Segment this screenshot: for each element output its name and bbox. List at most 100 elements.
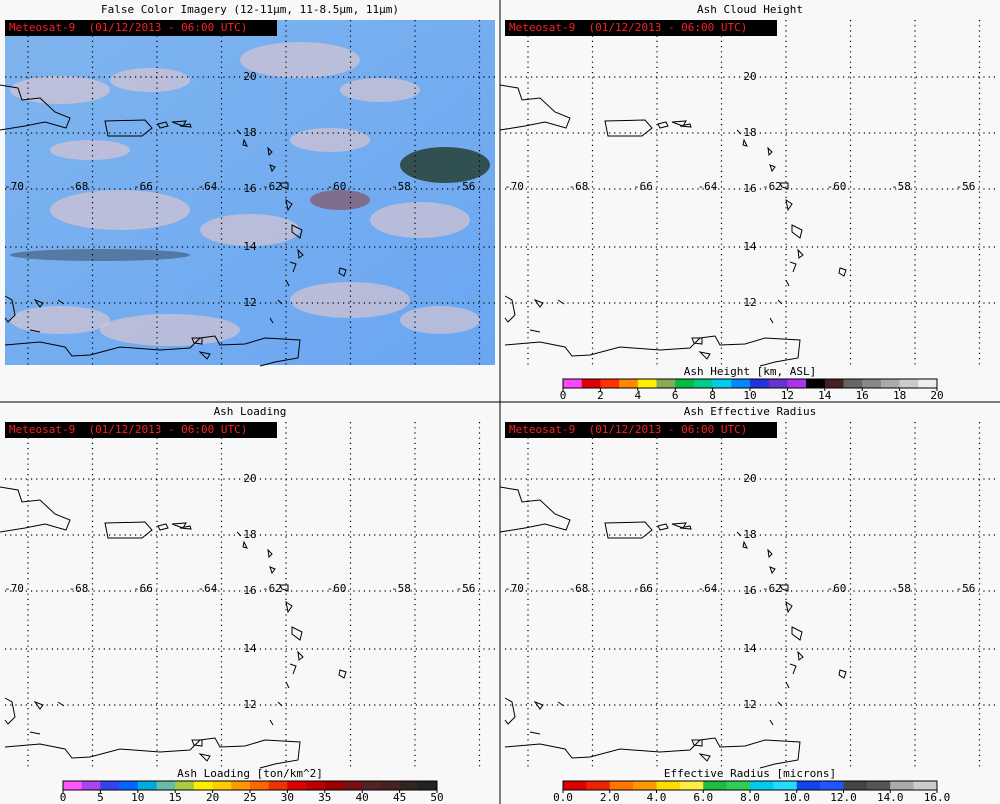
- colorbar-segment: [843, 781, 868, 790]
- colorbar-segment: [679, 781, 704, 790]
- colorbar-segment: [156, 781, 176, 790]
- colorbar-tick-label: 45: [393, 791, 406, 804]
- lon-label: -56: [956, 180, 976, 193]
- lat-label: 12: [243, 698, 256, 711]
- lon-label: -60: [827, 582, 847, 595]
- colorbar-segment: [880, 379, 900, 388]
- colorbar-segment: [193, 781, 213, 790]
- lon-label: -68: [69, 582, 89, 595]
- coastline: [499, 486, 847, 769]
- lat-label: 12: [243, 296, 256, 309]
- cloud: [290, 282, 410, 318]
- colorbar-segment: [656, 781, 681, 790]
- lat-label: 14: [243, 642, 257, 655]
- lat-label: 20: [743, 70, 756, 83]
- lon-label: -60: [327, 582, 347, 595]
- timestamp: Meteosat-9 (01/12/2013 - 06:00 UTC): [9, 423, 247, 436]
- lon-label: -58: [391, 180, 411, 193]
- colorbar-segment: [712, 379, 732, 388]
- cloud: [290, 128, 370, 152]
- colorbar-segment: [581, 379, 601, 388]
- timestamp-box: [5, 20, 277, 36]
- lon-label: -66: [133, 180, 153, 193]
- panel-title: False Color Imagery (12-11μm, 11-8.5μm, …: [101, 3, 399, 16]
- lon-label: -62: [762, 582, 782, 595]
- lon-label: -58: [391, 582, 411, 595]
- colorbar-tick-label: 20: [930, 389, 943, 402]
- colorbar-segment: [843, 379, 863, 388]
- colorbar-segment: [268, 781, 288, 790]
- lat-label: 18: [243, 528, 256, 541]
- colorbar-tick-label: 0: [60, 791, 67, 804]
- lon-label: -62: [262, 582, 282, 595]
- lon-label: -64: [698, 180, 718, 193]
- colorbar-tick-label: 4.0: [647, 791, 667, 804]
- timestamp: Meteosat-9 (01/12/2013 - 06:00 UTC): [509, 423, 747, 436]
- lon-label: -70: [504, 180, 524, 193]
- colorbar-tick-label: 2.0: [600, 791, 620, 804]
- colorbar-segment: [212, 781, 232, 790]
- colorbar-tick-label: 16: [856, 389, 869, 402]
- lon-label: -70: [4, 180, 24, 193]
- lon-label: -56: [456, 582, 476, 595]
- colorbar-segment: [399, 781, 419, 790]
- lon-label: -62: [262, 180, 282, 193]
- colorbar-segment: [731, 379, 751, 388]
- colorbar-segment: [862, 379, 882, 388]
- colorbar-segment: [633, 781, 657, 790]
- colorbar-segment: [637, 379, 657, 388]
- colorbar-segment: [918, 379, 938, 388]
- colorbar-segment: [913, 781, 938, 790]
- colorbar-segment: [750, 781, 774, 790]
- colorbar-tick-label: 8: [709, 389, 716, 402]
- colorbar-segment: [81, 781, 101, 790]
- lon-label: -66: [633, 582, 653, 595]
- colorbar-segment: [418, 781, 438, 790]
- colorbar-segment: [899, 379, 919, 388]
- cloud: [240, 42, 360, 78]
- colorbar-tick-label: 10.0: [784, 791, 811, 804]
- lat-label: 12: [743, 698, 756, 711]
- colorbar-segment: [726, 781, 751, 790]
- colorbar-segment: [380, 781, 400, 790]
- colorbar-tick-label: 30: [281, 791, 294, 804]
- colorbar-segment: [600, 379, 620, 388]
- colorbar-segment: [787, 379, 807, 388]
- cloud: [10, 306, 110, 334]
- colorbar-segment: [100, 781, 120, 790]
- lat-label: 14: [243, 240, 257, 253]
- coastline: [499, 84, 847, 367]
- colorbar-tick-label: 0: [560, 389, 567, 402]
- colorbar-tick-label: 10: [743, 389, 756, 402]
- lat-label: 18: [243, 126, 256, 139]
- colorbar-segment: [750, 379, 769, 388]
- lat-label: 20: [243, 472, 256, 485]
- colorbar-segment: [119, 781, 139, 790]
- timestamp: Meteosat-9 (01/12/2013 - 06:00 UTC): [9, 21, 247, 34]
- colorbar-label: Ash Loading [ton/km^2]: [177, 767, 323, 780]
- coastline: [0, 486, 347, 769]
- dark-cloud: [400, 147, 490, 183]
- lon-label: -66: [633, 180, 653, 193]
- lon-label: -60: [327, 180, 347, 193]
- panel-title: Ash Loading: [214, 405, 287, 418]
- colorbar-segment: [866, 781, 891, 790]
- lat-label: 14: [743, 240, 757, 253]
- lon-label: -60: [827, 180, 847, 193]
- cloud: [50, 190, 190, 230]
- colorbar-segment: [63, 781, 82, 790]
- lat-label: 18: [743, 528, 756, 541]
- lon-label: -68: [569, 180, 589, 193]
- lon-label: -64: [198, 180, 218, 193]
- colorbar-segment: [693, 379, 713, 388]
- dark-band: [10, 249, 190, 261]
- colorbar-tick-label: 12: [781, 389, 794, 402]
- colorbar-tick-label: 14: [818, 389, 832, 402]
- colorbar-tick-label: 40: [356, 791, 369, 804]
- cloud: [10, 76, 110, 104]
- lon-label: -56: [456, 180, 476, 193]
- lat-label: 16: [243, 182, 256, 195]
- colorbar-segment: [609, 781, 634, 790]
